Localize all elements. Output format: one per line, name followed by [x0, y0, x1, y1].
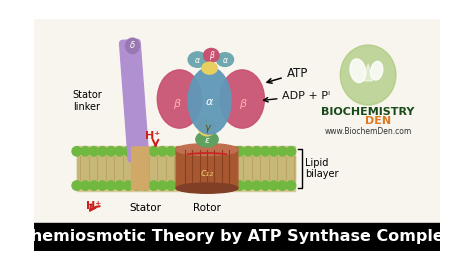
- Circle shape: [106, 181, 116, 190]
- Circle shape: [158, 147, 167, 156]
- Circle shape: [72, 181, 82, 190]
- Circle shape: [81, 181, 90, 190]
- Text: α: α: [206, 97, 213, 107]
- Circle shape: [89, 181, 99, 190]
- Text: α: α: [222, 56, 228, 65]
- Text: α: α: [195, 56, 200, 65]
- Text: Stator: Stator: [129, 203, 161, 213]
- FancyBboxPatch shape: [132, 147, 149, 190]
- Circle shape: [278, 147, 287, 156]
- Text: Stator
linker: Stator linker: [72, 90, 102, 112]
- Circle shape: [201, 147, 210, 156]
- Circle shape: [72, 147, 82, 156]
- Circle shape: [141, 147, 150, 156]
- Circle shape: [244, 181, 253, 190]
- Ellipse shape: [199, 119, 216, 136]
- Circle shape: [286, 147, 296, 156]
- Circle shape: [252, 147, 262, 156]
- Circle shape: [261, 181, 270, 190]
- Circle shape: [158, 181, 167, 190]
- Circle shape: [149, 147, 159, 156]
- Polygon shape: [364, 64, 373, 81]
- Text: β: β: [173, 99, 181, 109]
- Circle shape: [115, 181, 124, 190]
- Circle shape: [132, 147, 141, 156]
- Text: Lipid
bilayer: Lipid bilayer: [305, 158, 338, 179]
- Text: H⁺: H⁺: [86, 201, 101, 211]
- Ellipse shape: [220, 70, 264, 128]
- Text: δ: δ: [130, 41, 135, 50]
- Ellipse shape: [371, 61, 383, 80]
- Circle shape: [123, 181, 133, 190]
- Circle shape: [261, 147, 270, 156]
- Text: ATP: ATP: [267, 67, 308, 83]
- Circle shape: [201, 181, 210, 190]
- Circle shape: [218, 181, 227, 190]
- FancyBboxPatch shape: [119, 39, 149, 162]
- Text: ε: ε: [205, 136, 210, 145]
- Ellipse shape: [196, 131, 218, 147]
- Text: c₁₂: c₁₂: [201, 168, 214, 178]
- Circle shape: [183, 181, 193, 190]
- Circle shape: [235, 147, 244, 156]
- Circle shape: [166, 147, 176, 156]
- Circle shape: [98, 181, 107, 190]
- Circle shape: [149, 181, 159, 190]
- Circle shape: [235, 181, 244, 190]
- Circle shape: [115, 147, 124, 156]
- Ellipse shape: [188, 67, 231, 134]
- Circle shape: [132, 181, 141, 190]
- Ellipse shape: [176, 183, 238, 193]
- Text: Rotor: Rotor: [193, 203, 221, 213]
- Ellipse shape: [350, 59, 366, 83]
- Ellipse shape: [157, 70, 202, 128]
- Ellipse shape: [202, 62, 217, 74]
- Circle shape: [98, 147, 107, 156]
- Text: ADP + Pᴵ: ADP + Pᴵ: [264, 90, 330, 102]
- Bar: [77, 156, 295, 168]
- Circle shape: [269, 147, 279, 156]
- Text: H⁺: H⁺: [145, 131, 160, 141]
- Circle shape: [192, 181, 201, 190]
- Ellipse shape: [217, 53, 234, 66]
- Circle shape: [175, 147, 184, 156]
- Circle shape: [226, 147, 236, 156]
- Circle shape: [81, 147, 90, 156]
- Bar: [77, 146, 295, 191]
- Text: DEN: DEN: [365, 116, 392, 126]
- Circle shape: [175, 181, 184, 190]
- Circle shape: [278, 181, 287, 190]
- FancyBboxPatch shape: [176, 147, 238, 190]
- Text: β: β: [238, 99, 246, 109]
- Circle shape: [183, 147, 193, 156]
- Circle shape: [244, 147, 253, 156]
- Text: γ: γ: [204, 123, 210, 133]
- Circle shape: [252, 181, 262, 190]
- Ellipse shape: [176, 144, 238, 156]
- Text: β: β: [209, 51, 214, 60]
- Ellipse shape: [188, 52, 207, 67]
- Text: www.BiochemDen.com: www.BiochemDen.com: [325, 127, 412, 136]
- Circle shape: [141, 181, 150, 190]
- Circle shape: [209, 147, 219, 156]
- Circle shape: [269, 181, 279, 190]
- Bar: [34, 19, 440, 223]
- Circle shape: [209, 181, 219, 190]
- Bar: [77, 168, 295, 181]
- Circle shape: [89, 147, 99, 156]
- Circle shape: [106, 147, 116, 156]
- Circle shape: [218, 147, 227, 156]
- Ellipse shape: [126, 38, 139, 53]
- Bar: [34, 223, 440, 251]
- Circle shape: [123, 147, 133, 156]
- Ellipse shape: [340, 45, 396, 105]
- Ellipse shape: [203, 48, 219, 62]
- Circle shape: [166, 181, 176, 190]
- Text: Chemiosmotic Theory by ATP Synthase Complex: Chemiosmotic Theory by ATP Synthase Comp…: [19, 230, 455, 244]
- Circle shape: [286, 181, 296, 190]
- Text: BIOCHEMISTRY: BIOCHEMISTRY: [321, 107, 415, 117]
- Circle shape: [192, 147, 201, 156]
- Circle shape: [226, 181, 236, 190]
